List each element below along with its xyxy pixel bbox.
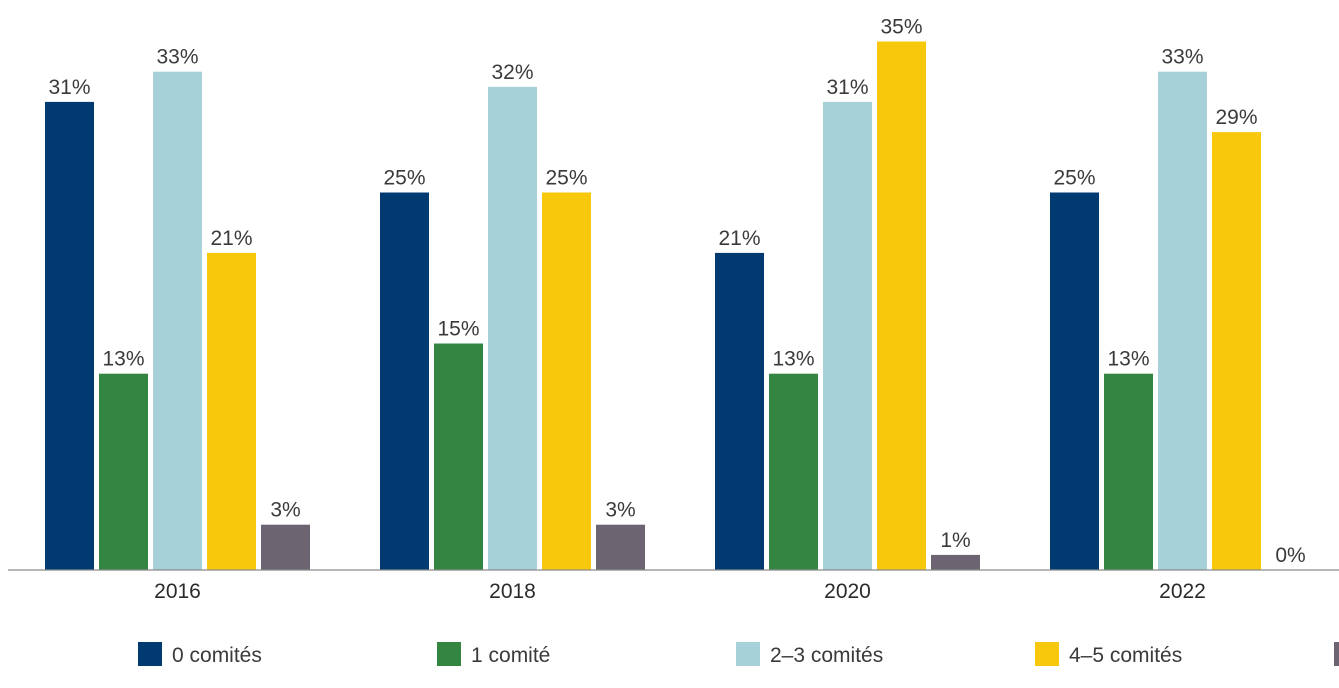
bar-2016-series-4 xyxy=(261,524,310,570)
bar-2022-series-3 xyxy=(1212,132,1261,570)
value-label: 29% xyxy=(1215,106,1257,129)
bar-2020-series-2 xyxy=(823,101,872,571)
value-labels-layer: 31% 13% 33% 21% 3% 25% 15% 32% 25% 3% 21% 13% 31% 35%… xyxy=(48,16,1305,568)
value-label: 13% xyxy=(772,348,814,371)
bar-2022-series-0 xyxy=(1050,192,1099,570)
bar-2020-series-0 xyxy=(715,252,764,570)
legend-swatch xyxy=(1334,642,1339,666)
x-tick-label: 2018 xyxy=(489,580,536,603)
value-label: 31% xyxy=(826,76,868,99)
x-tick-label: 2022 xyxy=(1159,580,1206,603)
value-label: 21% xyxy=(210,227,252,250)
bar-2016-series-2 xyxy=(153,71,202,570)
legend-swatch xyxy=(736,642,760,666)
legend-swatch xyxy=(437,642,461,666)
bar-2018-series-2 xyxy=(488,86,537,571)
value-label: 1% xyxy=(940,529,970,552)
bar-2016-series-1 xyxy=(99,373,148,570)
bar-2018-series-3 xyxy=(542,192,591,570)
legend-swatch xyxy=(1035,642,1059,666)
x-tick-label: 2020 xyxy=(824,580,871,603)
bar-2020-series-3 xyxy=(877,41,926,570)
value-label: 21% xyxy=(718,227,760,250)
value-label: 25% xyxy=(1053,167,1095,190)
bar-2018-series-4 xyxy=(596,524,645,570)
legend-label: 1 comité xyxy=(471,644,550,667)
value-label: 15% xyxy=(437,318,479,341)
bar-2018-series-0 xyxy=(380,192,429,570)
legend-item[interactable]: 2–3 comités xyxy=(736,642,883,667)
bar-2016-series-3 xyxy=(207,252,256,570)
bar-2020-series-4 xyxy=(931,554,980,570)
bar-2022-series-2 xyxy=(1158,71,1207,570)
value-label: 33% xyxy=(1161,46,1203,69)
value-label: 32% xyxy=(491,61,533,84)
bars-layer xyxy=(45,41,1261,571)
value-label: 33% xyxy=(156,46,198,69)
legend-item[interactable]: 4–5 comités xyxy=(1035,642,1182,667)
x-tick-label: 2016 xyxy=(154,580,201,603)
bar-2022-series-1 xyxy=(1104,373,1153,570)
legend-label: 0 comités xyxy=(172,644,262,667)
value-label: 3% xyxy=(605,499,635,522)
value-label: 13% xyxy=(102,348,144,371)
legend-item[interactable]: 6–8 comités xyxy=(1334,642,1339,667)
value-label: 35% xyxy=(880,16,922,39)
x-tick-labels: 2016 2018 2020 2022 xyxy=(154,580,1206,603)
legend-label: 2–3 comités xyxy=(770,644,883,667)
value-label: 0% xyxy=(1275,544,1305,567)
value-label: 3% xyxy=(270,499,300,522)
legend-swatch xyxy=(138,642,162,666)
value-label: 25% xyxy=(383,167,425,190)
bar-2016-series-0 xyxy=(45,101,94,571)
bar-2020-series-1 xyxy=(769,373,818,570)
value-label: 13% xyxy=(1107,348,1149,371)
legend-item[interactable]: 0 comités xyxy=(138,642,262,667)
value-label: 25% xyxy=(545,167,587,190)
bar-2018-series-1 xyxy=(434,343,483,570)
legend-label: 4–5 comités xyxy=(1069,644,1182,667)
legend[interactable]: 0 comités 1 comité 2–3 comités 4–5 comités 6… xyxy=(138,642,1339,667)
value-label: 31% xyxy=(48,76,90,99)
legend-item[interactable]: 1 comité xyxy=(437,642,550,667)
